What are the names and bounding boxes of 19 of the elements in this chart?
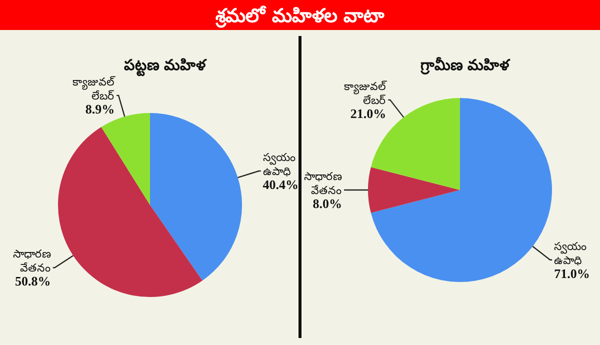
data-label: 21.0% [350,106,386,121]
data-label: 40.4% [262,177,299,192]
slice-label: క్యాజువల్ లేబర్ [344,80,388,107]
pie-slice [101,113,150,205]
slice-label: సాధారణ వేతనం [12,248,51,275]
pie-slice [150,113,242,281]
text: శ్రమలో మహిళల వాటా [215,5,385,28]
chart-title: గ్రామీణ మహిళ [420,56,511,75]
slice-label: స్వయం ఉపాధి [262,151,296,178]
data-label: 71.0% [554,266,590,281]
data-label: 50.8% [15,274,51,289]
data-label: 8.9% [85,101,115,116]
data-label: 8.0% [312,196,342,211]
slice-label: స్వయం ఉపాధి [554,240,588,267]
slice-label: సాధారణ వేతనం [304,170,342,197]
slice-label: క్యాజువల్ లేబర్ [72,75,116,102]
pie-slice [368,167,460,213]
pie-slice [58,126,202,297]
chart-title: పట్టణ మహిళ [124,56,208,77]
